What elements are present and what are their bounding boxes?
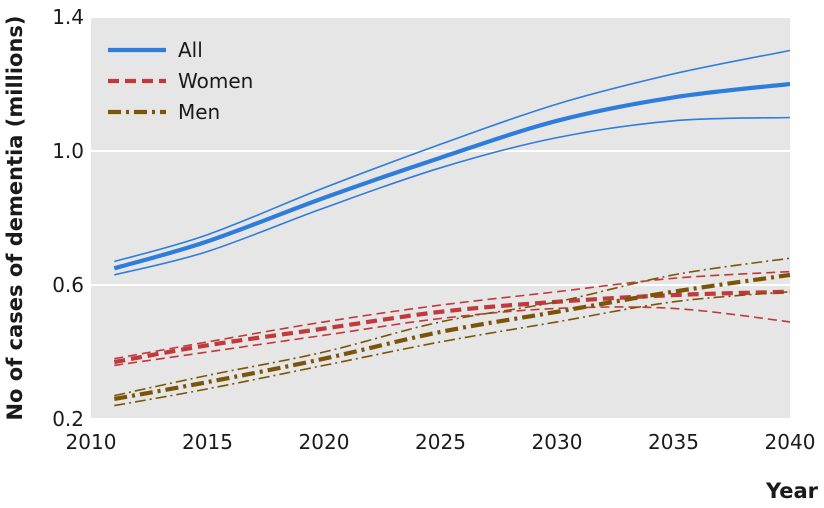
series-all-ci-lower [114, 116, 791, 276]
x-tick-label: 2025 [415, 430, 466, 454]
x-tick-label: 2015 [182, 430, 233, 454]
x-tick-labels: 2010 2015 2020 2025 2030 2035 2040 [66, 430, 816, 454]
y-tick-label: 0.2 [52, 407, 84, 431]
series-men-ci-upper [114, 257, 791, 397]
y-tick-label: 1.4 [52, 5, 84, 29]
legend-label-men: Men [178, 100, 220, 124]
series-all-ci-upper [114, 49, 791, 263]
x-tick-label: 2040 [765, 430, 816, 454]
series-all [113, 49, 791, 276]
x-tick-label: 2030 [532, 430, 583, 454]
series-men-ci-lower [114, 290, 791, 407]
x-axis-label: Year [765, 479, 819, 503]
plot-area [91, 17, 790, 419]
legend: All Women Men [108, 38, 253, 124]
gridlines [91, 16, 790, 420]
y-tick-label: 1.0 [52, 139, 84, 163]
series-all-line [113, 81, 791, 271]
series-women-line [113, 289, 791, 365]
series-women-ci-upper [114, 270, 791, 360]
x-tick-label: 2035 [648, 430, 699, 454]
series-layer [113, 49, 791, 407]
x-tick-label: 2020 [299, 430, 350, 454]
legend-label-women: Women [178, 69, 253, 93]
series-men [113, 257, 791, 407]
y-axis-label: No of cases of dementia (millions) [3, 15, 27, 420]
legend-label-all: All [178, 38, 203, 62]
y-tick-label: 0.6 [52, 273, 84, 297]
series-women-ci-lower [114, 306, 791, 367]
y-tick-labels: 0.2 0.6 1.0 1.4 [52, 5, 84, 431]
series-women [113, 270, 791, 367]
x-tick-label: 2010 [66, 430, 117, 454]
